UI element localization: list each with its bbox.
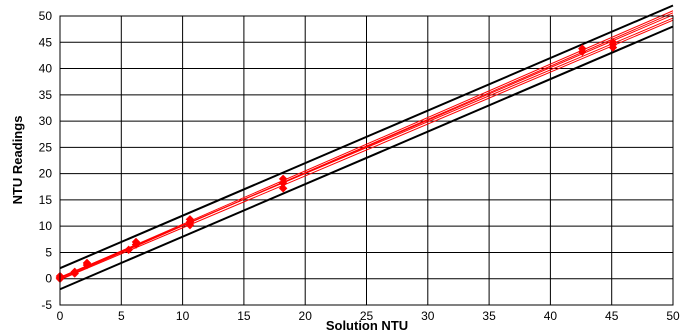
x-tick-label: 40: [544, 309, 558, 323]
fit-line: [59, 12, 674, 280]
x-tick-label: 5: [118, 309, 125, 323]
x-tick-label: 20: [299, 309, 313, 323]
y-tick-label: 30: [39, 114, 53, 128]
data-point: [278, 174, 288, 184]
y-tick-label: 5: [45, 245, 52, 259]
y-tick-label: 45: [39, 35, 53, 49]
y-tick-label: 15: [39, 193, 53, 207]
bound-lines: [59, 4, 674, 291]
fit-lines: [59, 10, 674, 281]
y-axis-label: NTU Readings: [10, 116, 25, 205]
y-tick-label: 50: [39, 9, 53, 23]
y-tick-label: 25: [39, 140, 53, 154]
data-point: [608, 37, 618, 47]
data-point: [82, 258, 92, 268]
data-point: [278, 183, 288, 193]
y-tick-labels: -5 0 5 10 15 20 25 30 35 40 45 50: [39, 9, 53, 312]
data-point: [70, 267, 80, 277]
x-tick-label: 25: [360, 309, 374, 323]
data-point: [577, 44, 587, 53]
fit-line: [59, 10, 674, 279]
x-axis-label: Solution NTU: [326, 318, 408, 333]
y-tick-label: 10: [39, 219, 53, 233]
x-tick-label: 35: [482, 309, 496, 323]
data-point: [185, 214, 195, 224]
x-tick-labels: 0 5 10 15 20 25 30 35 40 45 50: [57, 309, 680, 323]
y-tick-label: 20: [39, 167, 53, 181]
x-tick-label: 30: [421, 309, 435, 323]
fit-line: [59, 19, 674, 281]
y-tick-label: -5: [41, 298, 52, 312]
y-tick-label: 0: [45, 272, 52, 286]
tolerance-bound-line: [59, 25, 674, 291]
x-tick-label: 45: [605, 309, 619, 323]
x-tick-label: 10: [176, 309, 190, 323]
x-tick-label: 50: [666, 309, 680, 323]
plot-frame: [59, 15, 674, 306]
data-point: [124, 245, 134, 255]
x-tick-label: 15: [237, 309, 251, 323]
data-point: [131, 237, 141, 247]
data-points: [55, 37, 618, 284]
y-tick-label: 35: [39, 88, 53, 102]
x-tick-label: 0: [57, 309, 64, 323]
tolerance-bound-line: [59, 4, 674, 270]
y-tick-label: 40: [39, 62, 53, 76]
fit-line: [59, 17, 674, 278]
